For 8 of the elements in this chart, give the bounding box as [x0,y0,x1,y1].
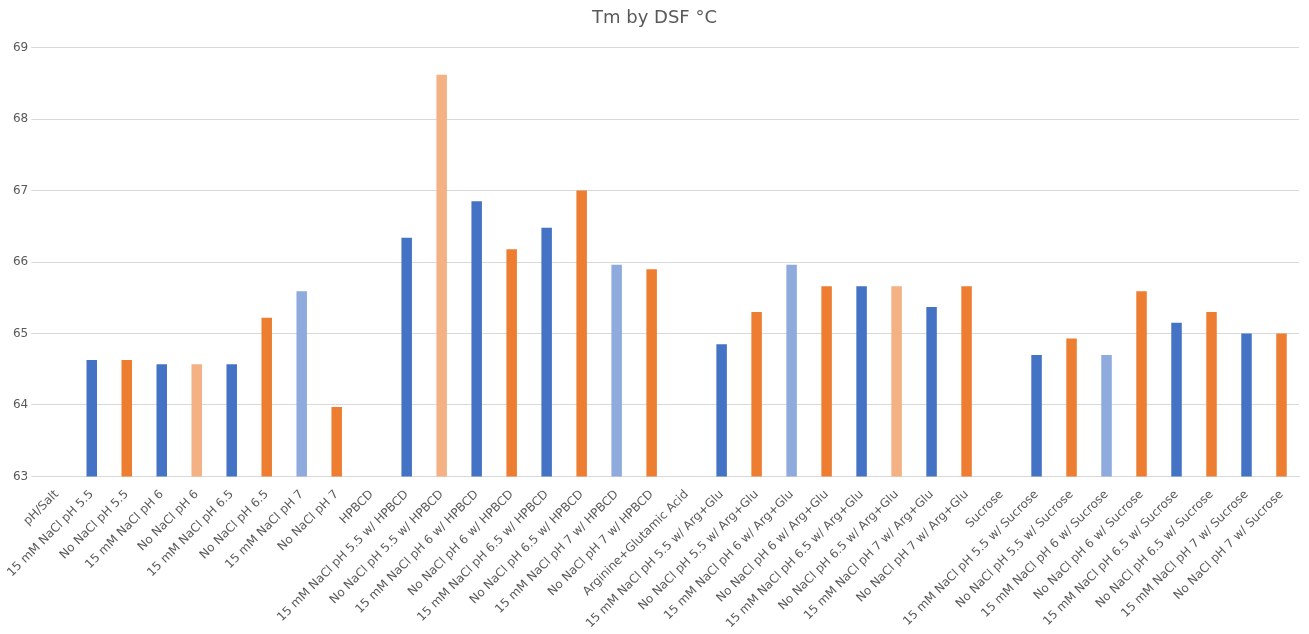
y-tick-label: 66 [12,254,29,269]
y-tick-label: 69 [12,39,29,54]
y-tick-label: 67 [12,182,29,197]
y-tick-label: 68 [12,111,29,126]
chart-title: Tm by DSF °C [591,6,717,28]
y-tick-label: 65 [12,325,29,340]
y-tick-label: 64 [12,397,29,412]
y-tick-label: 63 [12,468,29,483]
